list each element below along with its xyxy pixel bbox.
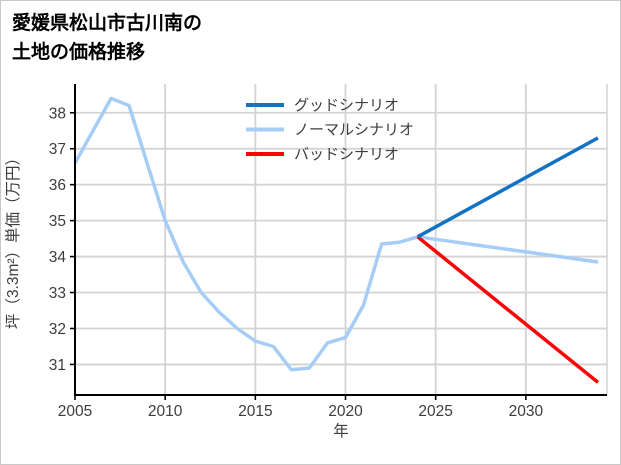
- axis-ticks: 2005 2010 2015 2020 2025 2030 31 32 33 34 35 36 37 38: [49, 105, 544, 420]
- x-axis-label: 年: [333, 422, 349, 440]
- page-title-line-2: 土地の価格推移: [12, 42, 146, 63]
- series-line-normal: [73, 96, 599, 372]
- series-line-good: [416, 136, 599, 239]
- x-tick-label: 2010: [148, 403, 183, 420]
- x-tick-label: 2020: [328, 403, 363, 420]
- x-tick-label: 2025: [418, 403, 452, 420]
- series-line-bad: [416, 235, 600, 384]
- page-title: 愛媛県松山市古川南の 土地の価格推移: [12, 9, 202, 67]
- y-tick-label: 36: [49, 177, 66, 194]
- y-tick-label: 38: [49, 105, 66, 122]
- legend-item-good: グッドシナリオ: [246, 97, 399, 114]
- legend-label-good: グッドシナリオ: [294, 97, 399, 114]
- y-tick-label: 37: [49, 141, 66, 158]
- y-axis-label: 坪（3.3m²）単価（万円）: [4, 150, 22, 329]
- x-tick-label: 2005: [58, 403, 92, 420]
- y-tick-label: 34: [49, 249, 67, 266]
- legend-label-normal: ノーマルシナリオ: [294, 122, 414, 139]
- x-tick-label: 2030: [509, 403, 544, 420]
- y-tick-label: 31: [49, 357, 66, 374]
- page-title-line-1: 愛媛県松山市古川南の: [12, 13, 203, 34]
- axes-spines: [74, 84, 607, 396]
- legend-label-bad: バッドシナリオ: [294, 146, 399, 163]
- x-tick-label: 2015: [238, 403, 272, 420]
- y-tick-label: 35: [49, 213, 66, 230]
- legend-item-normal: ノーマルシナリオ: [246, 122, 414, 139]
- legend-item-bad: バッドシナリオ: [246, 146, 399, 163]
- series-lines: [73, 96, 600, 384]
- y-tick-label: 33: [49, 285, 66, 302]
- y-tick-label: 32: [49, 321, 66, 338]
